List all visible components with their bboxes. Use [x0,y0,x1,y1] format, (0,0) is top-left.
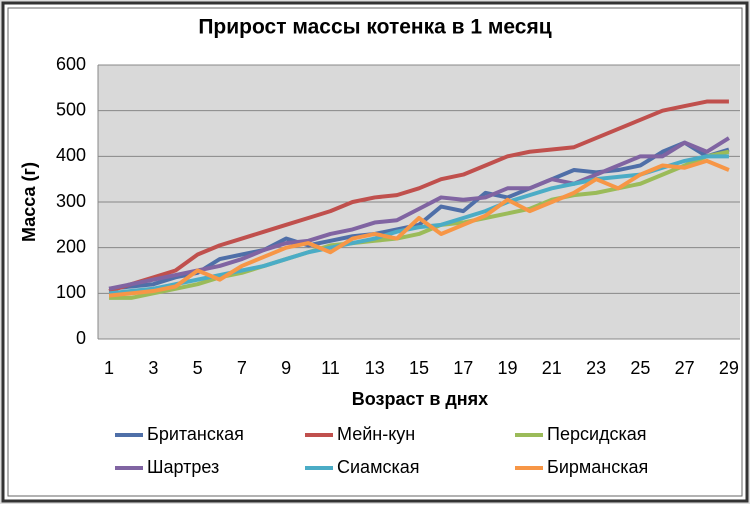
y-tick-label: 300 [56,191,86,211]
x-tick-label: 15 [409,358,429,378]
series-line [108,158,730,298]
y-tick-label: 600 [56,54,86,74]
y-axis-label: Масса (г) [19,162,39,242]
y-tick-label: 200 [56,236,86,256]
series-line [108,99,729,293]
x-tick-label: 7 [237,358,247,378]
x-tick-label: 1 [104,358,114,378]
x-tick-label: 13 [365,358,385,378]
frame-inner [7,7,743,497]
x-tick-label: 29 [719,358,739,378]
legend-label: Персидская [547,424,647,444]
x-tick-label: 11 [321,358,340,378]
series-line [108,136,730,291]
x-tick-label: 19 [498,358,518,378]
legend-label: Сиамская [337,457,419,477]
x-tick-label: 3 [148,358,158,378]
x-tick-label: 5 [193,358,203,378]
x-tick-label: 23 [586,358,606,378]
x-tick-label: 9 [281,358,291,378]
x-axis-label: Возраст в днях [352,389,488,409]
x-tick-label: 27 [675,358,695,378]
y-tick-label: 0 [76,328,86,348]
x-tick-label: 21 [542,358,562,378]
legend-label: Мейн-кун [337,424,415,444]
chart-title: Прирост массы котенка в 1 месяц [198,16,551,39]
x-tick-label: 17 [453,358,473,378]
legend-label: Бирманская [547,457,648,477]
y-tick-label: 400 [56,145,86,165]
series-line [109,149,730,300]
legend-label: Шартрез [147,457,219,477]
y-tick-label: 500 [56,99,86,119]
y-tick-label: 100 [56,282,86,302]
series-line [108,140,730,291]
x-tick-label: 25 [630,358,650,378]
legend-label: Британская [147,424,244,444]
